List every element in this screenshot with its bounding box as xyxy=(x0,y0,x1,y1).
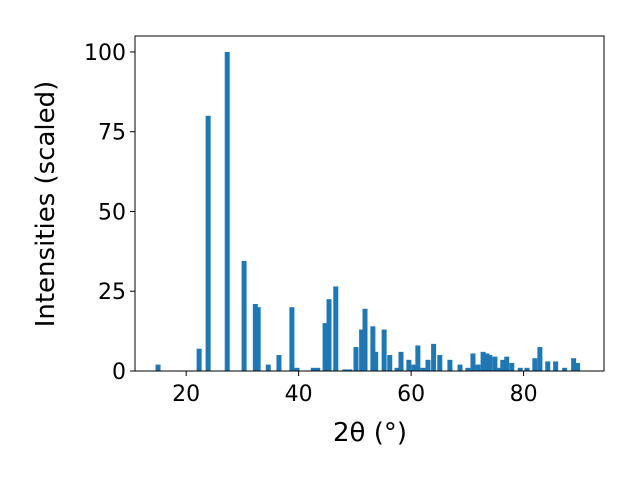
bar xyxy=(353,347,359,371)
bar xyxy=(457,364,463,371)
bar xyxy=(315,367,321,371)
bar xyxy=(487,355,493,371)
bar xyxy=(575,363,581,371)
x-axis-label: 2θ (°) xyxy=(333,418,407,448)
bar xyxy=(492,356,498,371)
bar xyxy=(431,343,437,371)
x-tick-label: 60 xyxy=(397,382,425,407)
bar xyxy=(359,329,365,371)
bar xyxy=(241,260,247,371)
bar xyxy=(362,308,368,371)
bar xyxy=(497,367,503,371)
bar xyxy=(425,359,431,371)
bar xyxy=(373,351,379,371)
bar xyxy=(411,364,417,371)
bar xyxy=(155,364,161,371)
bar xyxy=(562,367,568,371)
bar xyxy=(553,361,559,371)
bar xyxy=(310,367,316,371)
bar xyxy=(470,353,476,371)
bar xyxy=(381,329,387,371)
bar xyxy=(370,326,376,371)
bar xyxy=(196,348,202,371)
bar xyxy=(420,367,426,371)
bar xyxy=(347,369,353,371)
bar xyxy=(517,367,523,371)
bar xyxy=(224,51,230,371)
bar xyxy=(342,369,348,371)
bar xyxy=(276,355,282,371)
y-tick-label: 0 xyxy=(112,360,126,385)
bar xyxy=(509,363,515,371)
plot-area xyxy=(155,51,581,371)
bar xyxy=(252,304,258,371)
bar xyxy=(475,364,481,371)
y-axis-label: Intensities (scaled) xyxy=(31,81,61,328)
bar xyxy=(415,345,421,371)
x-tick-label: 80 xyxy=(510,382,538,407)
bar xyxy=(532,358,538,371)
bar xyxy=(571,358,577,371)
bar xyxy=(265,364,271,371)
bar xyxy=(480,351,486,371)
x-tick-label: 20 xyxy=(172,382,200,407)
bar xyxy=(398,351,404,371)
bar xyxy=(289,307,295,371)
bar xyxy=(406,359,412,371)
y-tick-label: 50 xyxy=(98,200,126,225)
bar xyxy=(447,359,453,371)
x-tick-label: 40 xyxy=(285,382,313,407)
bar xyxy=(537,347,543,371)
bar xyxy=(255,307,261,371)
bar xyxy=(524,367,530,371)
bar xyxy=(333,286,339,371)
bar xyxy=(294,367,300,371)
bar xyxy=(465,367,471,371)
bar xyxy=(437,355,443,371)
bar xyxy=(387,355,393,371)
y-tick-label: 25 xyxy=(98,280,126,305)
y-tick-label: 75 xyxy=(98,121,126,146)
y-tick-label: 100 xyxy=(84,41,126,66)
bar xyxy=(504,356,510,371)
bar xyxy=(322,323,328,371)
bar xyxy=(500,359,506,371)
bar xyxy=(394,367,400,371)
bar xyxy=(545,361,551,371)
axes-frame xyxy=(134,35,605,372)
bar xyxy=(484,353,490,371)
bar xyxy=(326,299,332,371)
bar xyxy=(205,115,211,371)
